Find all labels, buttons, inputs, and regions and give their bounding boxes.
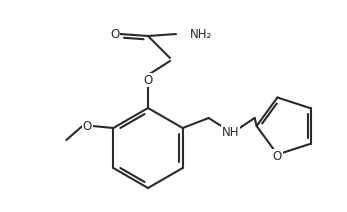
Text: NH₂: NH₂	[190, 28, 212, 40]
Text: O: O	[83, 120, 92, 132]
Text: NH: NH	[222, 126, 239, 138]
Text: O: O	[273, 150, 282, 163]
Text: O: O	[110, 28, 120, 40]
Text: O: O	[143, 74, 153, 86]
